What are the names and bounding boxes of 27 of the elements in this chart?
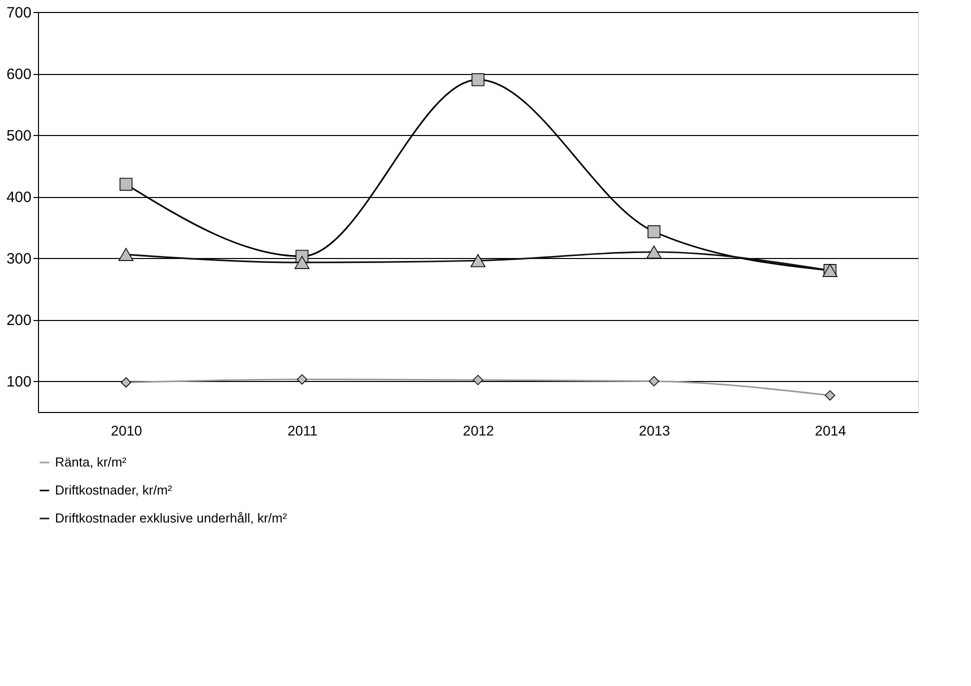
- y-tick-label: 700: [6, 4, 32, 22]
- x-tick-label: 2012: [462, 422, 494, 438]
- x-tick-label: 2014: [814, 422, 846, 438]
- legend-label: Driftkostnader, kr/m²: [55, 482, 173, 498]
- y-tick-label: 500: [6, 128, 32, 145]
- x-tick-label: 2011: [287, 422, 318, 438]
- point: [472, 73, 484, 86]
- point: [648, 376, 660, 386]
- y-tick-label: 200: [6, 312, 32, 330]
- point: [296, 374, 308, 385]
- point: [824, 390, 836, 401]
- point: [470, 254, 486, 268]
- point: [472, 374, 484, 386]
- point: [648, 225, 660, 238]
- y-tick-label: 600: [6, 66, 32, 84]
- legend-label: Driftkostnader exklusive underhåll, kr/m²: [55, 510, 288, 526]
- point: [120, 377, 132, 388]
- y-tick-label: 400: [6, 189, 32, 206]
- point: [646, 245, 662, 259]
- y-tick-label: 100: [6, 374, 32, 391]
- x-tick-label: 2010: [110, 422, 142, 438]
- legend-label: Ränta, kr/m²: [55, 454, 128, 470]
- point: [118, 248, 134, 261]
- point: [294, 256, 310, 269]
- y-tick-label: 300: [6, 250, 32, 268]
- point: [120, 178, 132, 191]
- x-tick-label: 2013: [638, 422, 670, 438]
